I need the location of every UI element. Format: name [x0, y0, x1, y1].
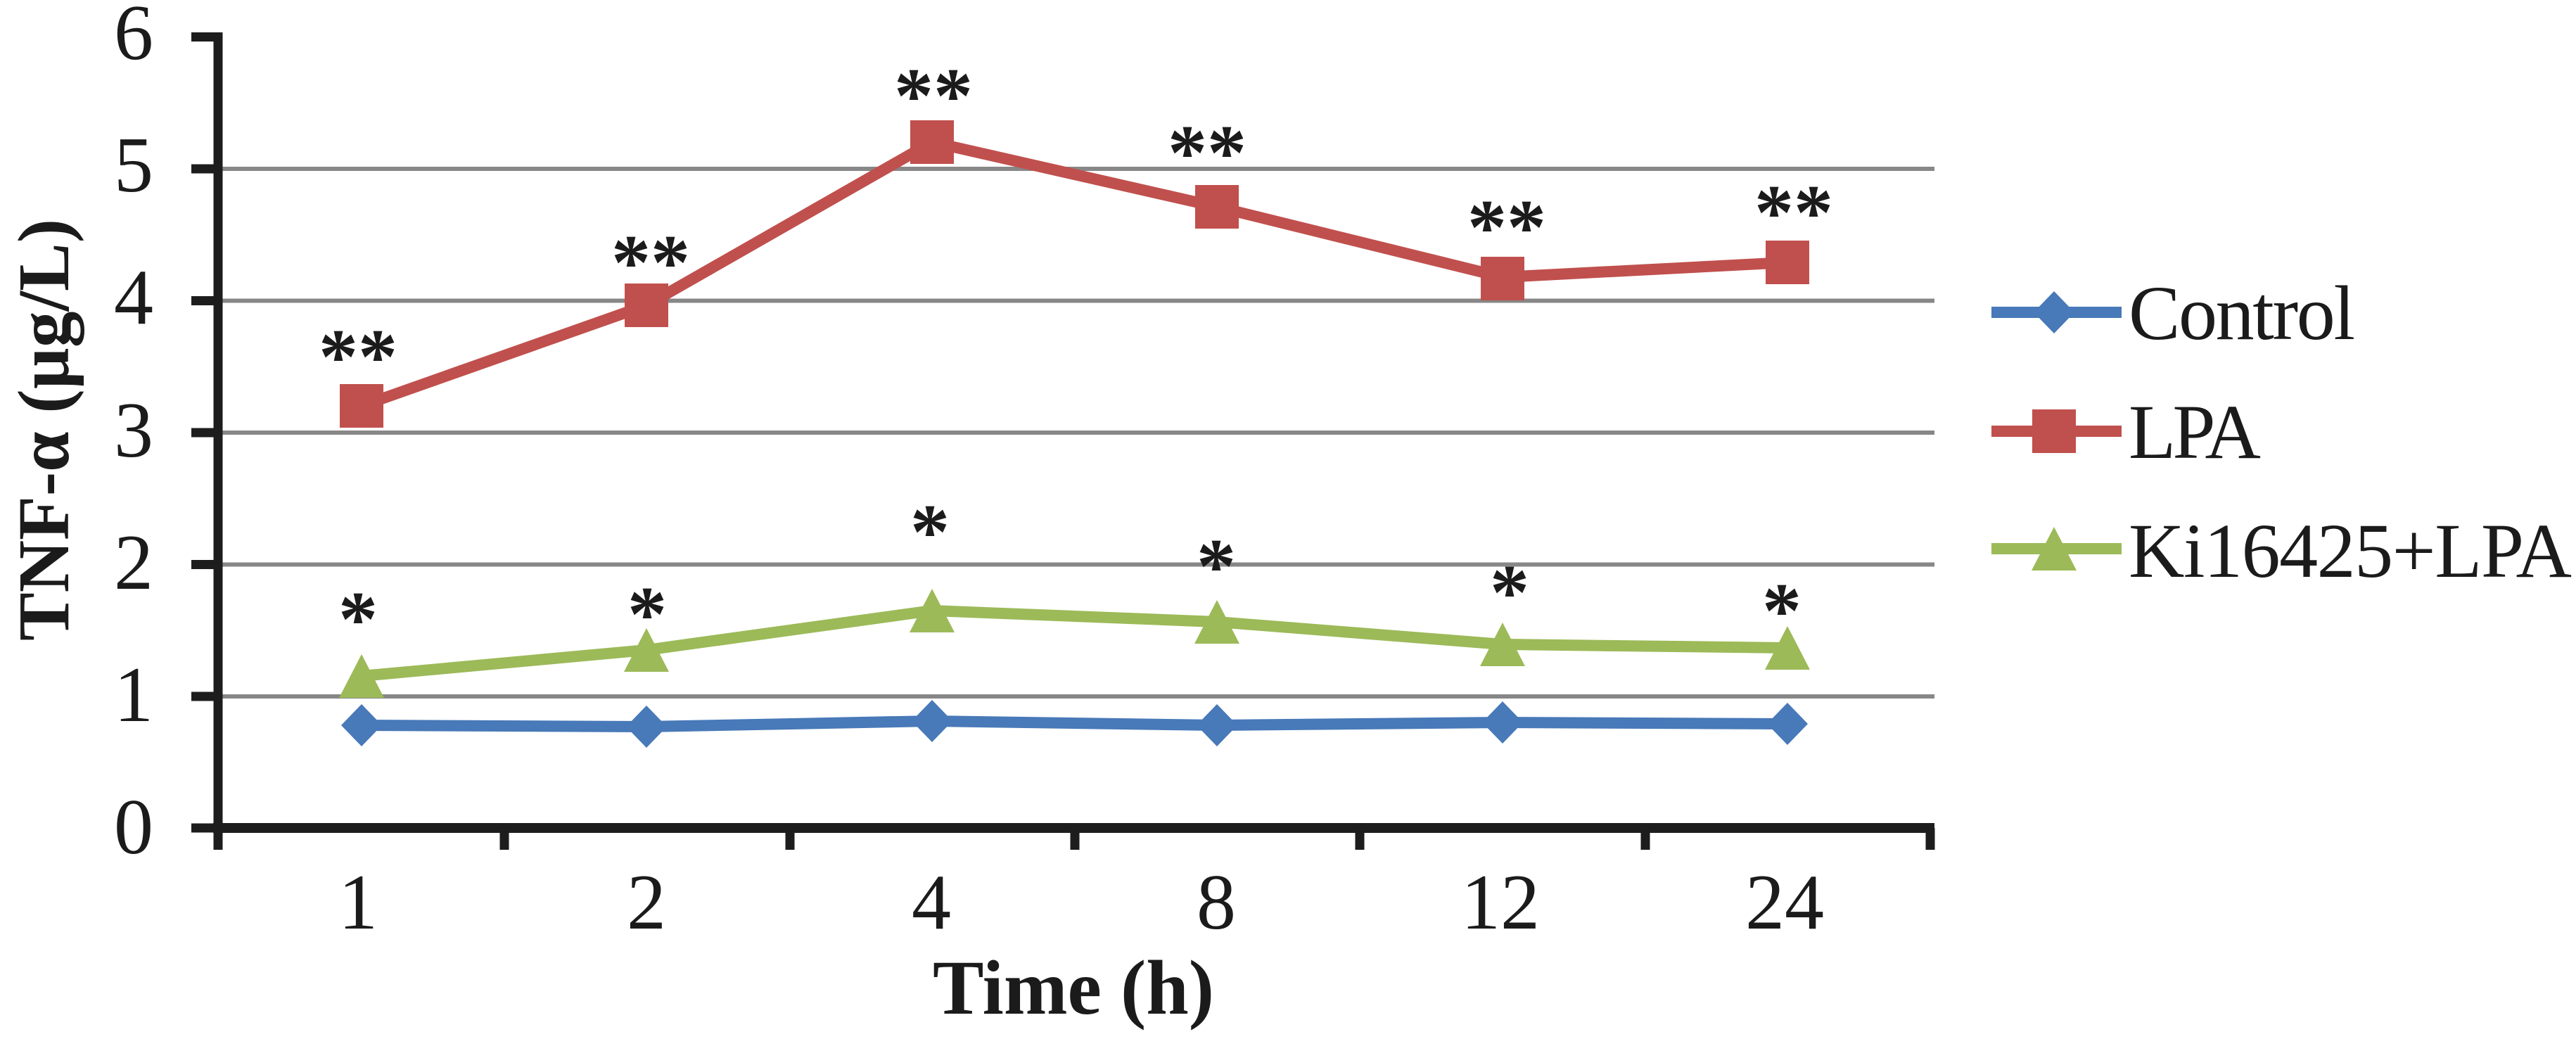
svg-text:Ki16425+LPA: Ki16425+LPA	[2129, 508, 2572, 594]
svg-text:24: 24	[1745, 859, 1824, 946]
svg-text:**: **	[1467, 184, 1546, 272]
svg-text:*: *	[1490, 549, 1529, 637]
svg-text:*: *	[338, 576, 378, 663]
svg-text:Control: Control	[2129, 270, 2355, 356]
svg-text:4: 4	[114, 254, 153, 341]
svg-text:1: 1	[338, 859, 378, 946]
svg-text:12: 12	[1461, 859, 1540, 946]
svg-text:LPA: LPA	[2129, 389, 2261, 475]
svg-text:**: **	[894, 53, 973, 140]
svg-text:*: *	[1197, 523, 1236, 611]
svg-text:2: 2	[627, 859, 666, 946]
svg-text:*: *	[910, 489, 950, 576]
svg-text:TNF-α (µg/L): TNF-α (µg/L)	[4, 219, 84, 641]
svg-text:**: **	[611, 219, 690, 307]
svg-text:**: **	[1168, 110, 1246, 197]
svg-text:Time (h): Time (h)	[933, 945, 1214, 1031]
svg-text:3: 3	[114, 387, 153, 474]
svg-text:**: **	[319, 314, 397, 401]
svg-text:5: 5	[114, 122, 153, 209]
svg-text:1: 1	[114, 651, 153, 739]
svg-text:8: 8	[1197, 859, 1236, 946]
svg-text:*: *	[627, 571, 667, 658]
svg-text:6: 6	[114, 0, 153, 77]
svg-text:2: 2	[114, 519, 153, 606]
svg-text:0: 0	[114, 784, 153, 871]
svg-text:*: *	[1762, 568, 1802, 655]
svg-text:4: 4	[912, 859, 951, 946]
svg-text:**: **	[1754, 170, 1833, 257]
